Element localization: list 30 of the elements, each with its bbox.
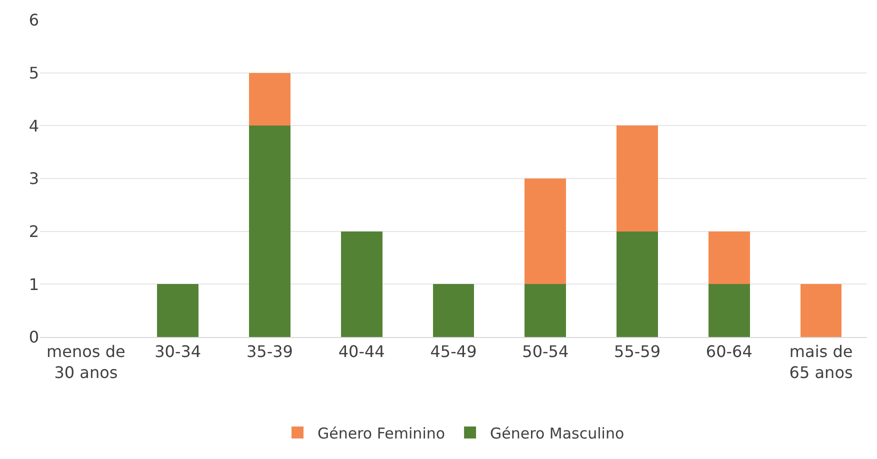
x-tick-label: 35-39 — [246, 342, 293, 362]
y-tick-label: 1 — [28, 274, 39, 294]
bar — [432, 284, 474, 337]
y-tick-label: 3 — [28, 169, 39, 188]
legend-label: Género Feminino — [318, 424, 446, 442]
bar — [616, 126, 658, 232]
x-tick-label: 50-54 — [522, 342, 569, 362]
x-tick-label: 30-34 — [154, 342, 202, 362]
x-tick-label: menos de 30 anos — [46, 342, 126, 382]
bar — [616, 231, 658, 337]
x-tick-label: 40-44 — [338, 342, 385, 362]
bar — [708, 231, 750, 284]
x-tick-label: mais de 65 anos — [789, 342, 853, 382]
bar — [340, 231, 382, 337]
bar — [524, 178, 566, 284]
bar — [800, 284, 842, 337]
y-tick-label: 6 — [28, 10, 39, 30]
bar — [524, 284, 566, 337]
y-tick-label: 4 — [28, 116, 39, 136]
y-tick-label: 0 — [28, 328, 39, 347]
y-tick-label: 2 — [28, 222, 39, 241]
x-tick-label: 45-49 — [430, 342, 477, 362]
x-tick-label: 55-59 — [614, 342, 661, 362]
bar — [249, 126, 290, 337]
x-tick-label: 60-64 — [706, 342, 752, 362]
bar — [708, 284, 750, 337]
legend-label: Género Masculino — [490, 424, 624, 442]
bar — [249, 72, 290, 126]
bar — [157, 284, 199, 337]
y-tick-label: 5 — [28, 63, 39, 82]
